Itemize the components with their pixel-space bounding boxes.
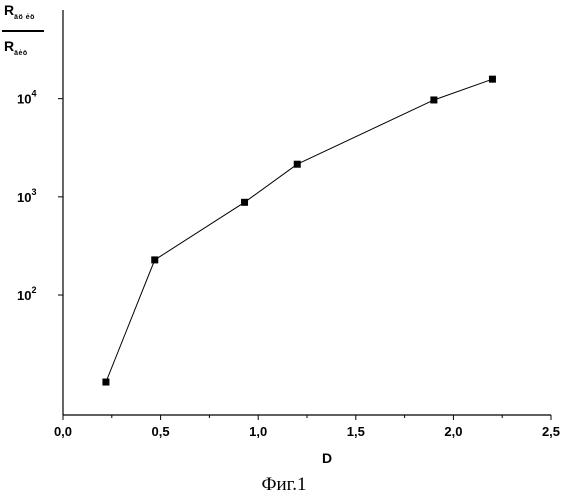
data-point-marker	[102, 379, 109, 386]
figure-caption: Фиг.1	[0, 474, 568, 496]
data-point-marker	[489, 76, 496, 83]
x-tick-label: 2,5	[542, 424, 560, 439]
x-ticks: 0,0 0,5 1,0 1,5 2,0 2,5	[54, 415, 560, 439]
series-line	[106, 79, 492, 382]
x-axis-label: D	[322, 450, 332, 466]
y-ticks: 102 103 104	[17, 89, 63, 303]
data-point-marker	[430, 96, 437, 103]
data-point-marker	[294, 161, 301, 168]
x-tick-label: 1,5	[347, 424, 365, 439]
y-tick-label: 102	[17, 285, 36, 303]
x-tick-label: 0,5	[152, 424, 170, 439]
x-tick-label: 0,0	[54, 424, 72, 439]
x-tick-label: 1,0	[249, 424, 267, 439]
data-point-marker	[241, 199, 248, 206]
y-tick-label: 103	[17, 187, 36, 205]
data-point-marker	[151, 256, 158, 263]
series-markers	[102, 76, 495, 386]
y-tick-label: 104	[17, 89, 36, 107]
x-tick-label: 2,0	[444, 424, 462, 439]
